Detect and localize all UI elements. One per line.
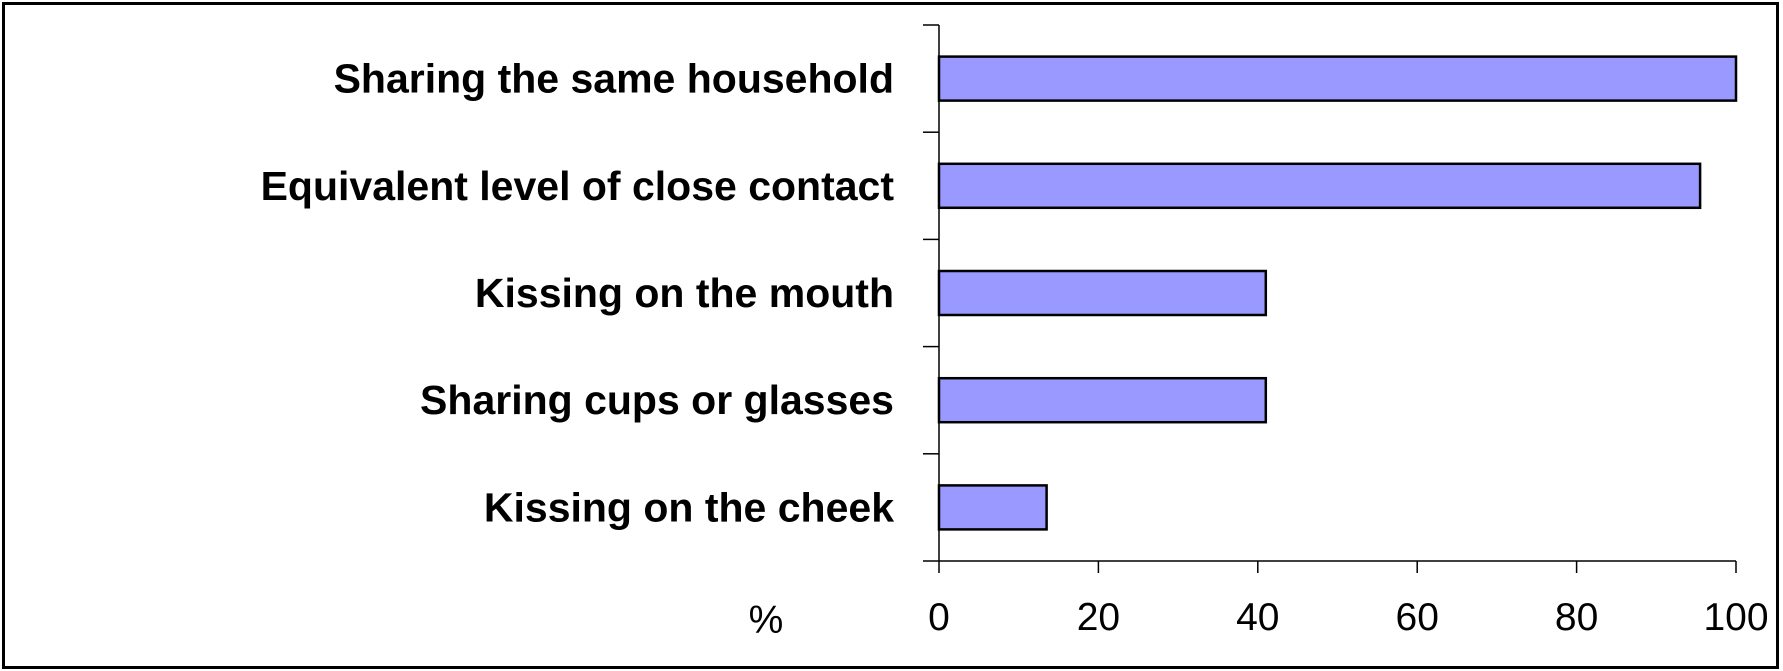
labels-group: Sharing the same household Equivalent lev… <box>261 56 1769 642</box>
category-label-2: Equivalent level of close contact <box>261 163 895 209</box>
bars-group <box>937 55 1738 531</box>
x-tick-label-100: 100 <box>1703 596 1768 639</box>
bar-1 <box>937 55 1738 102</box>
category-label-3: Kissing on the mouth <box>475 270 894 316</box>
bar-2 <box>937 162 1702 210</box>
x-axis-unit-label: % <box>749 599 784 642</box>
x-tick-label-60: 60 <box>1396 596 1439 639</box>
x-tick-label-0: 0 <box>928 596 950 639</box>
category-label-5: Kissing on the cheek <box>484 484 894 530</box>
bar-5 <box>937 484 1048 531</box>
x-tick-label-20: 20 <box>1077 596 1120 639</box>
category-label-4: Sharing cups or glasses <box>420 377 894 423</box>
category-label-1: Sharing the same household <box>334 56 894 102</box>
bar-4 <box>937 376 1268 424</box>
axes-group <box>923 24 1737 573</box>
x-tick-label-40: 40 <box>1236 596 1279 639</box>
x-tick-label-80: 80 <box>1555 596 1598 639</box>
bar-3 <box>937 269 1268 317</box>
